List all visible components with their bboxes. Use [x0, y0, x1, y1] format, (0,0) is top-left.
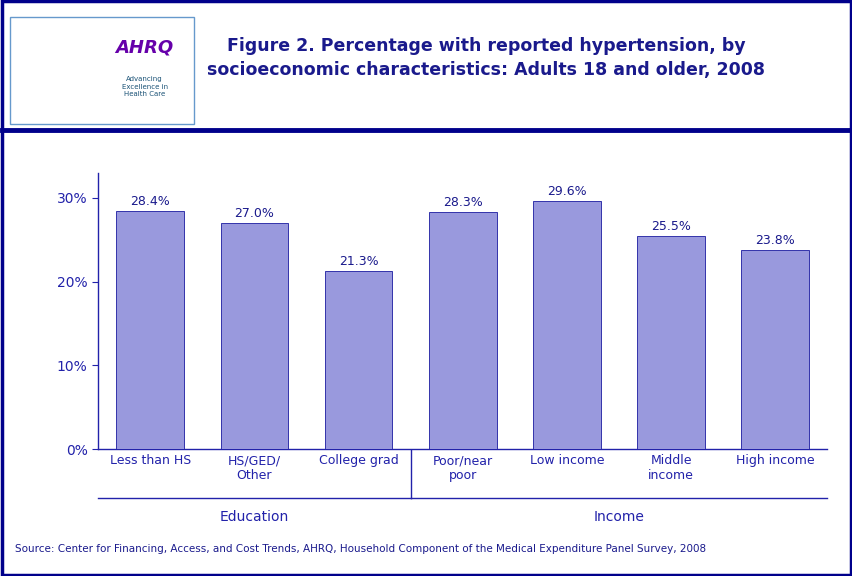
Bar	[429, 212, 496, 449]
Text: Income: Income	[593, 510, 644, 524]
Text: 21.3%: 21.3%	[338, 255, 378, 268]
Text: 29.6%: 29.6%	[546, 185, 586, 198]
Text: 🦅: 🦅	[45, 59, 60, 82]
Text: 28.4%: 28.4%	[130, 195, 170, 209]
Bar	[532, 201, 600, 449]
Text: Source: Center for Financing, Access, and Cost Trends, AHRQ, Household Component: Source: Center for Financing, Access, an…	[15, 544, 705, 554]
Bar	[116, 211, 184, 449]
Text: 25.5%: 25.5%	[650, 219, 690, 233]
Bar	[221, 223, 288, 449]
Text: 27.0%: 27.0%	[234, 207, 274, 220]
Text: 28.3%: 28.3%	[442, 196, 482, 209]
Bar	[740, 250, 809, 449]
Bar	[636, 236, 704, 449]
Text: Education: Education	[220, 510, 289, 524]
Text: Figure 2. Percentage with reported hypertension, by
socioeconomic characteristic: Figure 2. Percentage with reported hyper…	[207, 37, 764, 79]
Bar	[325, 271, 392, 449]
Text: Advancing
Excellence in
Health Care: Advancing Excellence in Health Care	[121, 76, 168, 97]
Text: AHRQ: AHRQ	[115, 38, 174, 56]
Text: 23.8%: 23.8%	[755, 234, 794, 247]
